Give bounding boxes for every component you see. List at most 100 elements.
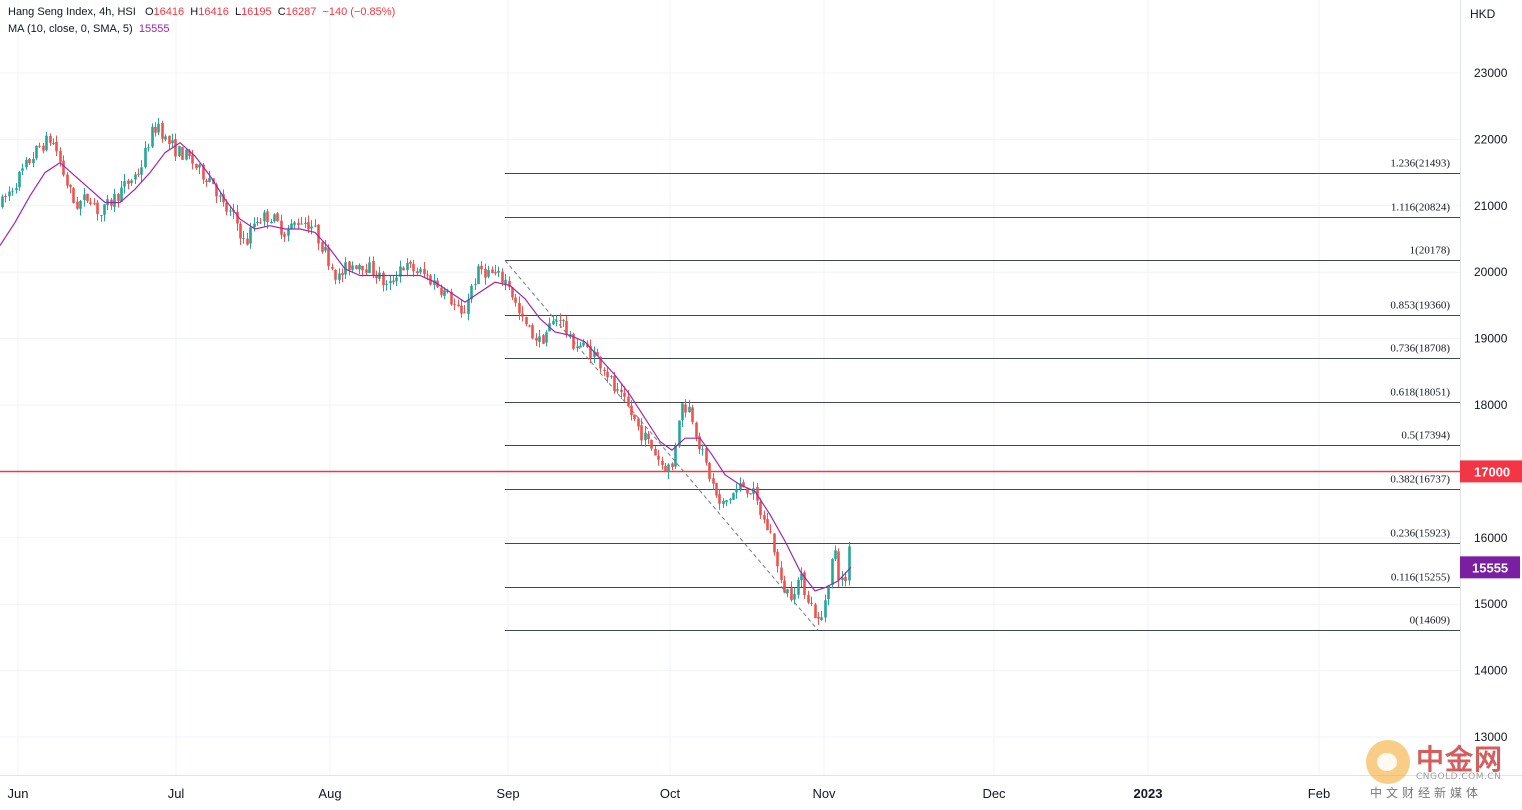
candle-body [358,264,361,270]
candle-body [776,551,779,567]
candle-body [338,273,341,280]
candle-body [531,325,534,339]
candle-body [222,194,225,203]
candle-body [361,265,364,271]
fib-level-label: 0.853(19360) [1390,300,1450,312]
candle-body [800,573,803,581]
candle-body [38,145,41,147]
candle-body [59,150,62,162]
candle-body [457,304,460,307]
candle-body [759,501,762,516]
fib-level-label: 0.116(15255) [1391,572,1451,584]
candle-body [35,145,38,159]
candle-body [735,489,738,493]
open-value: 16416 [153,6,185,18]
candle-body [647,433,650,439]
fib-level-label: 0.618(18051) [1390,387,1450,399]
candle-body [314,225,317,227]
candle-body [810,602,813,604]
price-tick-label: 14000 [1474,664,1508,678]
candle-body [807,595,810,603]
candle-body [389,281,392,284]
candle-body [494,272,497,274]
ma-line [0,141,852,592]
candle-body [841,577,844,581]
candle-body [705,448,708,463]
close-label: C [277,6,286,18]
price-tick-label: 18000 [1474,398,1508,412]
candle-body [484,268,487,278]
candle-body [382,272,385,286]
candle-body [732,493,735,500]
low-label: L [234,6,242,18]
candle-body [521,313,524,317]
change-value: −140 (−0.85%) [322,6,396,18]
fib-level-label: 1.116(20824) [1391,202,1451,214]
ma-price-badge [1460,556,1520,579]
candle-body [739,483,742,489]
candle-body [351,265,354,270]
candle-body [443,290,446,296]
candle-body [263,212,266,222]
candle-body [76,201,79,209]
candle-body [154,127,157,133]
candle-body [701,449,704,451]
candle-body [559,320,562,322]
candle-body [756,487,759,501]
candle-body [426,274,429,276]
candle-body [266,211,269,222]
ma-value: 15555 [138,23,170,35]
candle-body [11,190,14,192]
candle-body [365,269,368,273]
candle-body [219,195,222,197]
candle-body [72,188,75,203]
candle-body [392,280,395,283]
trend-line[interactable] [504,260,819,631]
watermark-url: CNGOLD.COM.CN [1416,772,1502,782]
candle-body [640,425,643,441]
cngold-watermark: 中金网 CNGOLD.COM.CN 中文财经新媒体 [1366,738,1516,804]
candle-body [317,224,320,244]
candle-body [79,200,82,209]
candle-body [599,356,602,369]
candle-body [62,160,65,175]
candle-body [797,579,800,595]
candle-body [195,163,198,169]
candle-body [470,285,473,300]
hline-price-badge[interactable] [1460,460,1522,483]
time-tick-label: Feb [1308,786,1330,801]
candle-body [824,600,827,618]
candle-body [341,273,344,276]
candle-body [334,269,337,280]
price-tick-label: 15000 [1474,597,1508,611]
ma-legend: MA (10, close, 0, SMA, 5) 15555 [8,23,169,35]
candle-body [45,135,48,151]
time-tick-label: Jul [168,786,185,801]
candle-body [229,210,232,212]
candle-body [742,482,745,488]
candle-body [848,546,851,581]
candle-body [579,345,582,348]
candle-body [644,432,647,441]
candle-body [664,465,667,472]
fib-trend-line[interactable] [504,260,819,631]
candle-body [596,352,599,356]
fibonacci-retracement[interactable]: 1.236(21493) 1.116(20824) 1(20178) 0.853(19… [505,158,1460,631]
moving-average-line [0,141,852,592]
candle-body [674,446,677,467]
candle-body [783,580,786,593]
price-tick-label: 16000 [1474,531,1508,545]
candle-body [1,196,4,208]
candle-body [188,150,191,157]
cngold-logo-icon [1366,740,1410,784]
watermark-name: 中金网 [1416,743,1504,776]
candle-body [582,342,585,346]
candle-body [620,389,623,393]
candle-body [147,147,150,149]
candle-body [453,304,456,306]
candle-body [610,376,613,378]
candle-body [215,184,218,197]
candle-body [790,588,793,600]
